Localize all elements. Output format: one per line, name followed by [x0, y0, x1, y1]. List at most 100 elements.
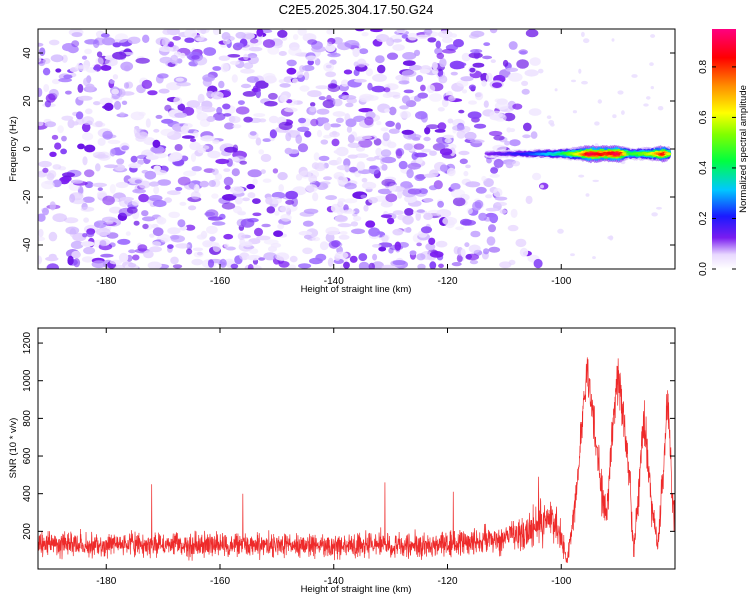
snr-x-tick-label: -100	[551, 576, 571, 587]
noise-blob	[256, 235, 271, 241]
noise-blob	[461, 89, 468, 94]
noise-blob	[147, 90, 158, 96]
noise-blob	[312, 192, 319, 202]
noise-blob	[509, 139, 521, 147]
noise-blob	[243, 116, 253, 123]
noise-blob	[193, 34, 205, 42]
noise-blob	[420, 84, 426, 92]
noise-blob	[489, 29, 498, 34]
noise-blob	[230, 156, 240, 162]
noise-blob	[302, 65, 315, 72]
colorbar-tick-label: 0.6	[698, 110, 709, 124]
noise-blob	[327, 257, 334, 267]
noise-blob	[112, 74, 119, 80]
noise-blob	[395, 122, 402, 131]
noise-blob	[75, 64, 90, 69]
noise-blob	[310, 102, 316, 107]
noise-blob	[268, 115, 279, 124]
noise-blob	[231, 168, 240, 177]
noise-blob	[401, 95, 411, 104]
noise-blob	[100, 33, 110, 38]
noise-blob	[528, 108, 542, 116]
noise-blob	[158, 88, 170, 94]
noise-blob	[392, 260, 406, 266]
noise-blob	[296, 71, 304, 78]
spectrogram-x-tick-label: -160	[210, 276, 230, 287]
noise-blob	[153, 186, 160, 195]
noise-blob	[530, 131, 538, 139]
noise-blob	[298, 117, 307, 124]
noise-blob	[109, 184, 116, 194]
noise-blob	[392, 210, 404, 216]
noise-blob	[363, 204, 369, 212]
noise-blob	[210, 91, 224, 100]
noise-blob	[86, 231, 95, 238]
noise-blob	[175, 186, 183, 191]
noise-blob	[186, 100, 201, 108]
noise-blob	[397, 189, 403, 199]
noise-blob	[489, 213, 499, 224]
noise-blob	[377, 64, 386, 74]
noise-blob	[284, 107, 298, 113]
noise-blob	[192, 247, 204, 252]
noise-blob	[191, 55, 200, 60]
noise-blob	[307, 39, 318, 45]
noise-blob	[280, 213, 292, 222]
noise-blob	[84, 48, 92, 55]
noise-blob	[297, 29, 307, 36]
noise-blob	[164, 197, 173, 203]
noise-blob	[585, 193, 590, 197]
spectrogram-y-tick-label: 0	[22, 146, 33, 152]
noise-blob	[423, 29, 433, 35]
noise-blob	[177, 219, 186, 228]
noise-blob	[315, 85, 329, 90]
noise-blob	[481, 175, 487, 182]
noise-blob	[173, 96, 183, 106]
noise-blob	[44, 121, 57, 128]
noise-blob	[222, 39, 231, 45]
noise-blob	[323, 122, 331, 131]
noise-blob	[211, 221, 226, 226]
noise-blob	[325, 71, 337, 78]
noise-blob	[62, 172, 75, 178]
noise-blob	[307, 90, 322, 98]
noise-blob	[594, 121, 600, 126]
noise-blob	[488, 130, 503, 137]
noise-blob	[237, 100, 245, 105]
noise-blob	[612, 114, 617, 119]
noise-blob	[359, 48, 369, 55]
noise-blob	[115, 181, 129, 189]
noise-blob	[581, 31, 585, 37]
noise-blob	[48, 231, 58, 242]
noise-blob	[303, 234, 312, 240]
colorbar-label: Normalized spectral amplitude	[738, 85, 749, 213]
noise-blob	[506, 127, 512, 133]
noise-blob	[95, 163, 101, 172]
noise-blob	[468, 100, 477, 105]
noise-blob	[278, 184, 285, 192]
noise-blob	[406, 168, 414, 179]
noise-blob	[419, 188, 428, 195]
noise-blob	[521, 80, 529, 86]
noise-blob	[196, 105, 203, 115]
noise-blob	[423, 198, 434, 203]
noise-blob	[61, 115, 74, 121]
noise-blob	[504, 140, 511, 146]
noise-blob	[100, 253, 114, 258]
noise-blob	[152, 199, 167, 208]
noise-blob	[525, 195, 533, 205]
noise-blob	[77, 83, 84, 93]
noise-blob	[402, 52, 417, 60]
noise-blob	[403, 89, 414, 94]
noise-blob	[63, 217, 79, 224]
noise-blob	[426, 124, 440, 130]
noise-blob	[486, 236, 496, 246]
noise-blob	[304, 130, 312, 138]
noise-blob	[594, 143, 599, 148]
noise-blob	[151, 223, 159, 229]
noise-blob	[516, 59, 529, 69]
noise-blob	[375, 55, 385, 64]
noise-blob	[386, 217, 395, 225]
noise-blob	[395, 29, 407, 34]
noise-blob	[188, 205, 197, 211]
